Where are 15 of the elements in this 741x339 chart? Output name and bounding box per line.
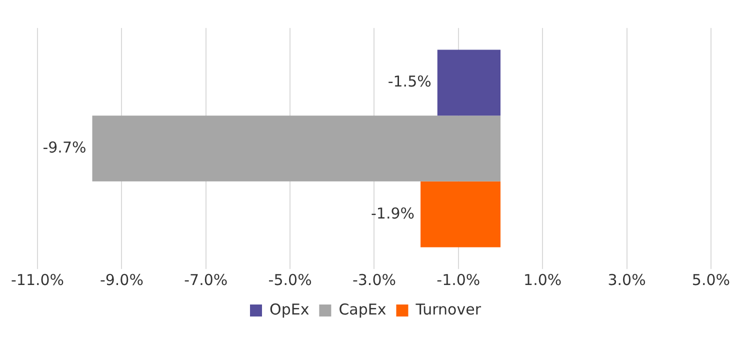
x-tick-label: -5.0% bbox=[268, 270, 312, 289]
x-tick-label: 3.0% bbox=[608, 270, 646, 289]
x-tick-label: 1.0% bbox=[524, 270, 562, 289]
legend-label: Turnover bbox=[414, 300, 482, 318]
data-label: -1.5% bbox=[388, 72, 432, 91]
x-tick-label: -3.0% bbox=[352, 270, 396, 289]
x-tick-label: -7.0% bbox=[184, 270, 228, 289]
data-label: -1.9% bbox=[371, 204, 415, 222]
x-tick-label: -9.0% bbox=[100, 270, 144, 289]
legend-label: OpEx bbox=[270, 300, 310, 318]
x-tick-label: 5.0% bbox=[692, 270, 730, 289]
x-tick-label: -11.0% bbox=[10, 270, 64, 289]
legend-label: CapEx bbox=[338, 300, 386, 318]
data-label: -9.7% bbox=[42, 138, 86, 156]
x-tick-label: -1.0% bbox=[436, 270, 480, 289]
